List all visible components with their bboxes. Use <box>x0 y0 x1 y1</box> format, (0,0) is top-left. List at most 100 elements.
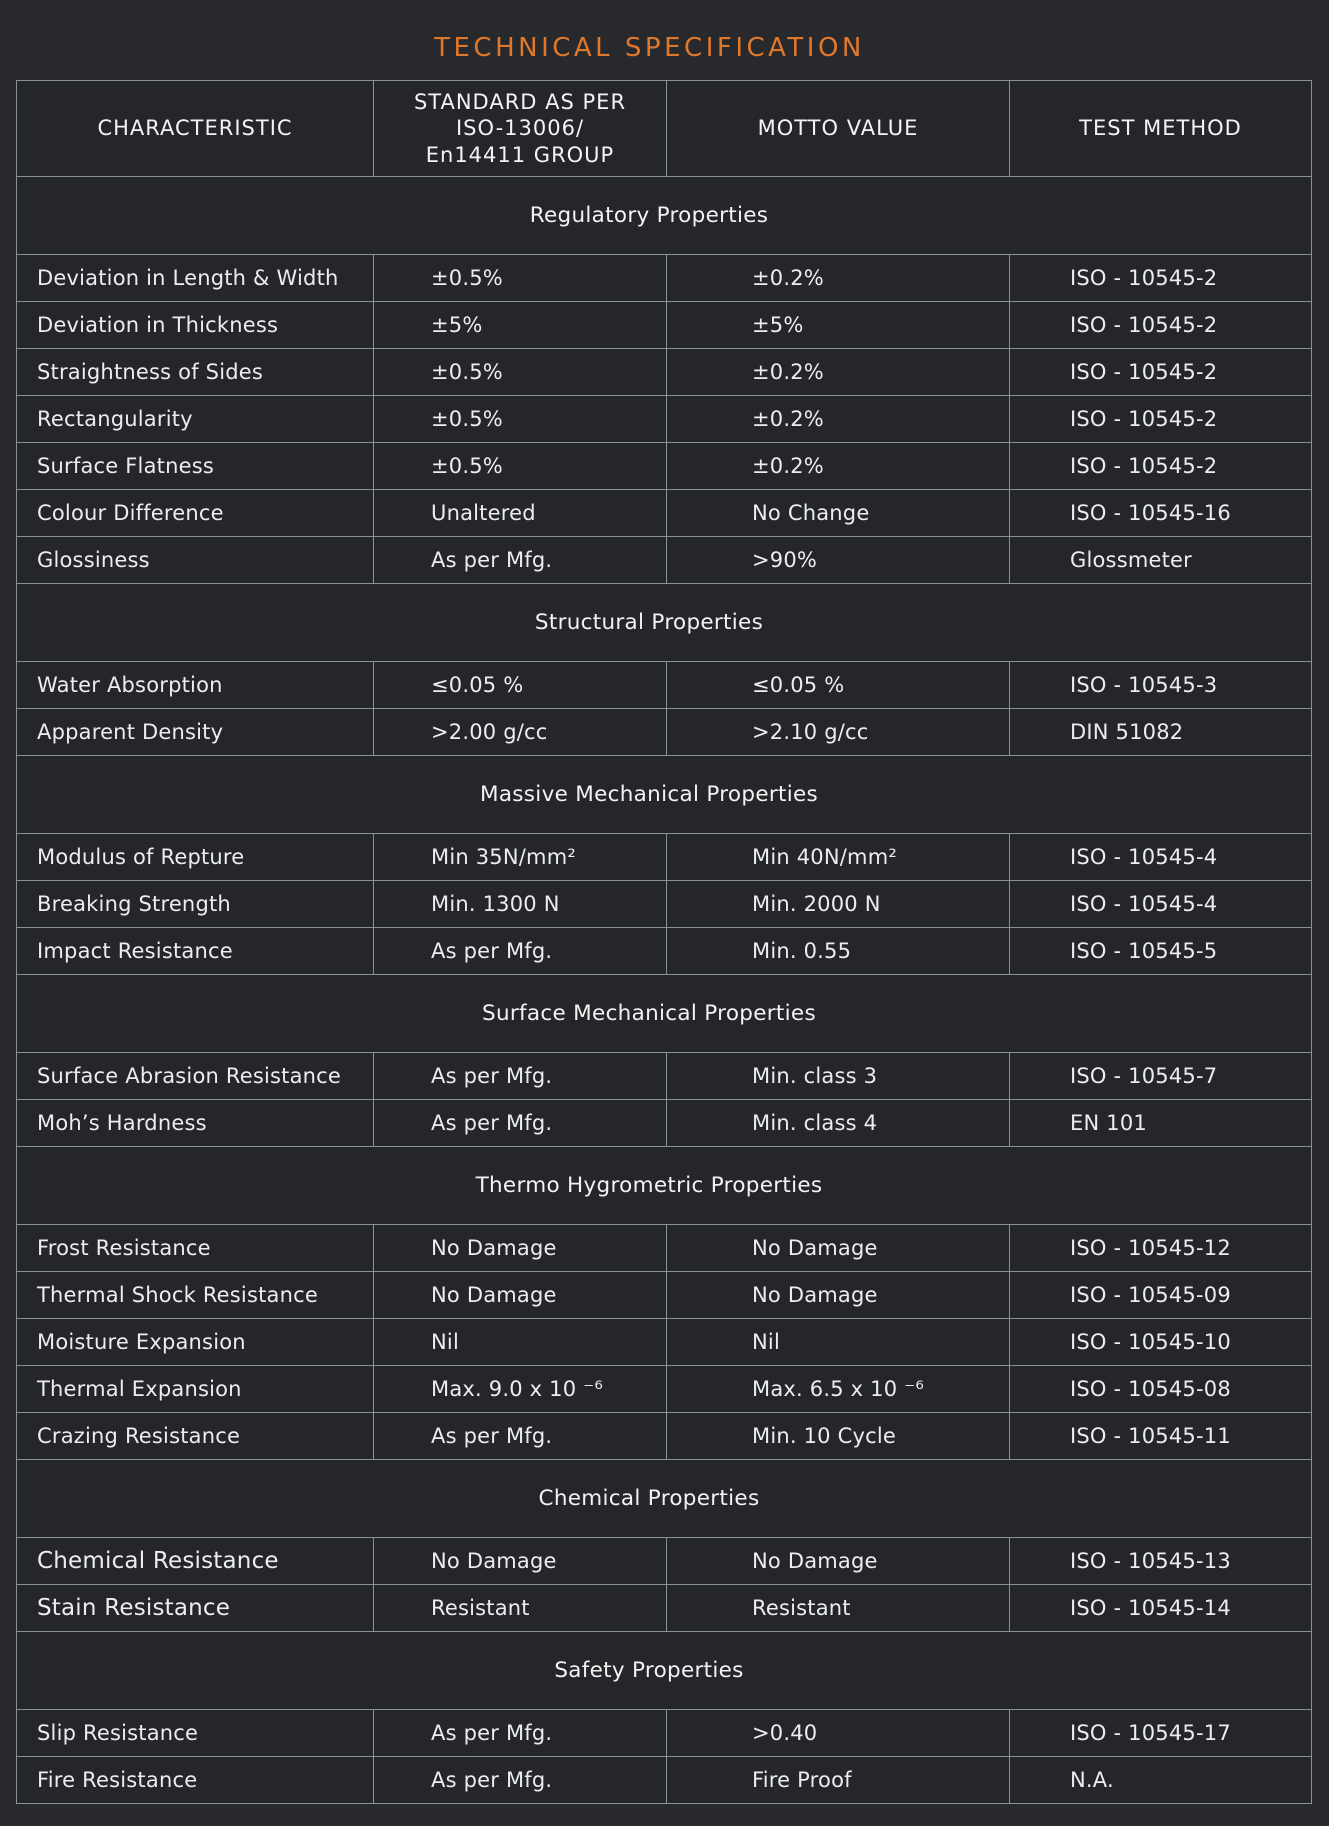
motto-value-cell: Min. 2000 N <box>666 881 1009 927</box>
section-title: Surface Mechanical Properties <box>482 1001 816 1026</box>
motto-value-cell: >2.10 g/cc <box>666 709 1009 755</box>
test-method-cell: ISO - 10545-12 <box>1009 1225 1311 1271</box>
standard-value-cell: ±0.5% <box>373 349 666 395</box>
test-method-cell: ISO - 10545-2 <box>1009 349 1311 395</box>
test-method-cell: ISO - 10545-11 <box>1009 1413 1311 1459</box>
standard-value-cell: Unaltered <box>373 490 666 536</box>
standard-value-cell: As per Mfg. <box>373 1100 666 1146</box>
motto-value-cell: ±5% <box>666 302 1009 348</box>
characteristic-cell: Straightness of Sides <box>37 360 264 384</box>
section-header-row: Massive Mechanical Properties <box>17 755 1311 833</box>
test-method-cell: ISO - 10545-16 <box>1009 490 1311 536</box>
characteristic-cell: Glossiness <box>37 548 150 572</box>
test-method-cell: ISO - 10545-7 <box>1009 1053 1311 1099</box>
table-row: Colour Difference Unaltered No Change IS… <box>17 489 1311 536</box>
header-characteristic: CHARACTERISTIC <box>97 116 293 141</box>
motto-value-cell: Min 40N/mm² <box>666 834 1009 880</box>
table-row: Thermal Shock Resistance No Damage No Da… <box>17 1271 1311 1318</box>
characteristic-cell: Thermal Expansion <box>37 1377 242 1401</box>
test-method-cell: ISO - 10545-13 <box>1009 1538 1311 1584</box>
test-method-cell: ISO - 10545-2 <box>1009 255 1311 301</box>
characteristic-cell: Chemical Resistance <box>37 1548 279 1574</box>
test-method-cell: DIN 51082 <box>1009 709 1311 755</box>
characteristic-cell: Crazing Resistance <box>37 1424 241 1448</box>
table-row: Water Absorption ≤0.05 % ≤0.05 % ISO - 1… <box>17 661 1311 708</box>
test-method-cell: N.A. <box>1009 1757 1311 1803</box>
motto-value-cell: ≤0.05 % <box>666 662 1009 708</box>
standard-value-cell: No Damage <box>373 1225 666 1271</box>
table-row: Apparent Density >2.00 g/cc >2.10 g/cc D… <box>17 708 1311 755</box>
standard-value-cell: Min 35N/mm² <box>373 834 666 880</box>
standard-value-cell: ±0.5% <box>373 396 666 442</box>
standard-value-cell: >2.00 g/cc <box>373 709 666 755</box>
standard-value-cell: ±5% <box>373 302 666 348</box>
table-row: Fire Resistance As per Mfg. Fire Proof N… <box>17 1756 1311 1803</box>
motto-value-cell: Max. 6.5 x 10 ⁻⁶ <box>666 1366 1009 1412</box>
standard-value-cell: Resistant <box>373 1585 666 1631</box>
standard-value-cell: No Damage <box>373 1272 666 1318</box>
test-method-cell: ISO - 10545-10 <box>1009 1319 1311 1365</box>
table-row: Slip Resistance As per Mfg. >0.40 ISO - … <box>17 1709 1311 1756</box>
motto-value-cell: Min. 10 Cycle <box>666 1413 1009 1459</box>
section-title: Safety Properties <box>554 1658 744 1683</box>
characteristic-cell: Breaking Strength <box>37 892 231 916</box>
header-motto-value: MOTTO VALUE <box>666 81 1009 176</box>
test-method-cell: ISO - 10545-2 <box>1009 443 1311 489</box>
table-row: Crazing Resistance As per Mfg. Min. 10 C… <box>17 1412 1311 1459</box>
section-header-row: Regulatory Properties <box>17 176 1311 254</box>
table-row: Moisture Expansion Nil Nil ISO - 10545-1… <box>17 1318 1311 1365</box>
table-row: Chemical Resistance No Damage No Damage … <box>17 1537 1311 1584</box>
motto-value-cell: ±0.2% <box>666 349 1009 395</box>
motto-value-cell: >90% <box>666 537 1009 583</box>
table-row: Frost Resistance No Damage No Damage ISO… <box>17 1224 1311 1271</box>
motto-value-cell: >0.40 <box>666 1710 1009 1756</box>
test-method-cell: ISO - 10545-14 <box>1009 1585 1311 1631</box>
characteristic-cell: Apparent Density <box>37 720 224 744</box>
motto-value-cell: ±0.2% <box>666 443 1009 489</box>
characteristic-cell: Stain Resistance <box>37 1595 231 1621</box>
spec-table: CHARACTERISTIC STANDARD AS PER ISO-13006… <box>16 80 1312 1804</box>
motto-value-cell: No Change <box>666 490 1009 536</box>
test-method-cell: ISO - 10545-2 <box>1009 396 1311 442</box>
standard-value-cell: As per Mfg. <box>373 537 666 583</box>
table-row: Moh’s Hardness As per Mfg. Min. class 4 … <box>17 1099 1311 1146</box>
motto-value-cell: Min. class 4 <box>666 1100 1009 1146</box>
characteristic-cell: Colour Difference <box>37 501 224 525</box>
test-method-cell: ISO - 10545-3 <box>1009 662 1311 708</box>
standard-value-cell: As per Mfg. <box>373 928 666 974</box>
motto-value-cell: Min. 0.55 <box>666 928 1009 974</box>
characteristic-cell: Surface Flatness <box>37 454 215 478</box>
table-row: Impact Resistance As per Mfg. Min. 0.55 … <box>17 927 1311 974</box>
characteristic-cell: Frost Resistance <box>37 1236 211 1260</box>
motto-value-cell: No Damage <box>666 1272 1009 1318</box>
motto-value-cell: ±0.2% <box>666 255 1009 301</box>
table-row: Surface Abrasion Resistance As per Mfg. … <box>17 1052 1311 1099</box>
motto-value-cell: No Damage <box>666 1225 1009 1271</box>
standard-value-cell: Min. 1300 N <box>373 881 666 927</box>
section-header-row: Structural Properties <box>17 583 1311 661</box>
table-row: Straightness of Sides ±0.5% ±0.2% ISO - … <box>17 348 1311 395</box>
section-header-row: Safety Properties <box>17 1631 1311 1709</box>
test-method-cell: ISO - 10545-5 <box>1009 928 1311 974</box>
header-test-method: TEST METHOD <box>1009 81 1311 176</box>
motto-value-cell: Min. class 3 <box>666 1053 1009 1099</box>
characteristic-cell: Fire Resistance <box>37 1768 198 1792</box>
motto-value-cell: Fire Proof <box>666 1757 1009 1803</box>
motto-value-cell: ±0.2% <box>666 396 1009 442</box>
standard-value-cell: ±0.5% <box>373 443 666 489</box>
characteristic-cell: Slip Resistance <box>37 1721 199 1745</box>
motto-value-cell: Nil <box>666 1319 1009 1365</box>
test-method-cell: ISO - 10545-17 <box>1009 1710 1311 1756</box>
test-method-cell: ISO - 10545-08 <box>1009 1366 1311 1412</box>
characteristic-cell: Modulus of Repture <box>37 845 245 869</box>
test-method-cell: ISO - 10545-4 <box>1009 881 1311 927</box>
characteristic-cell: Thermal Shock Resistance <box>37 1283 318 1307</box>
standard-value-cell: Max. 9.0 x 10 ⁻⁶ <box>373 1366 666 1412</box>
test-method-cell: ISO - 10545-4 <box>1009 834 1311 880</box>
header-standard: STANDARD AS PER ISO-13006/ En14411 GROUP <box>373 81 666 176</box>
standard-value-cell: No Damage <box>373 1538 666 1584</box>
section-header-row: Surface Mechanical Properties <box>17 974 1311 1052</box>
characteristic-cell: Deviation in Length & Width <box>37 266 339 290</box>
section-header-row: Thermo Hygrometric Properties <box>17 1146 1311 1224</box>
